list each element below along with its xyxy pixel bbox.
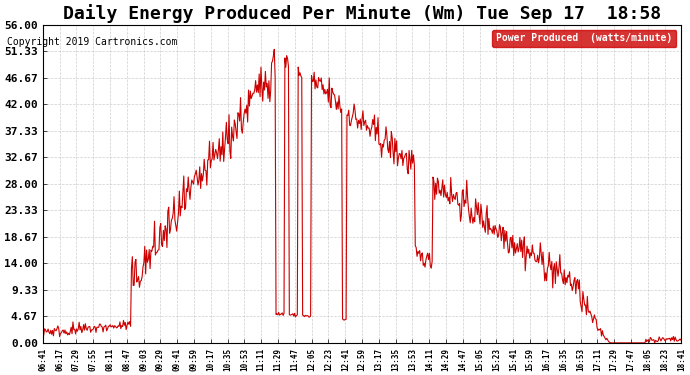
- Text: Copyright 2019 Cartronics.com: Copyright 2019 Cartronics.com: [7, 37, 177, 47]
- Legend: Power Produced  (watts/minute): Power Produced (watts/minute): [493, 30, 676, 47]
- Title: Daily Energy Produced Per Minute (Wm) Tue Sep 17  18:58: Daily Energy Produced Per Minute (Wm) Tu…: [63, 4, 661, 23]
